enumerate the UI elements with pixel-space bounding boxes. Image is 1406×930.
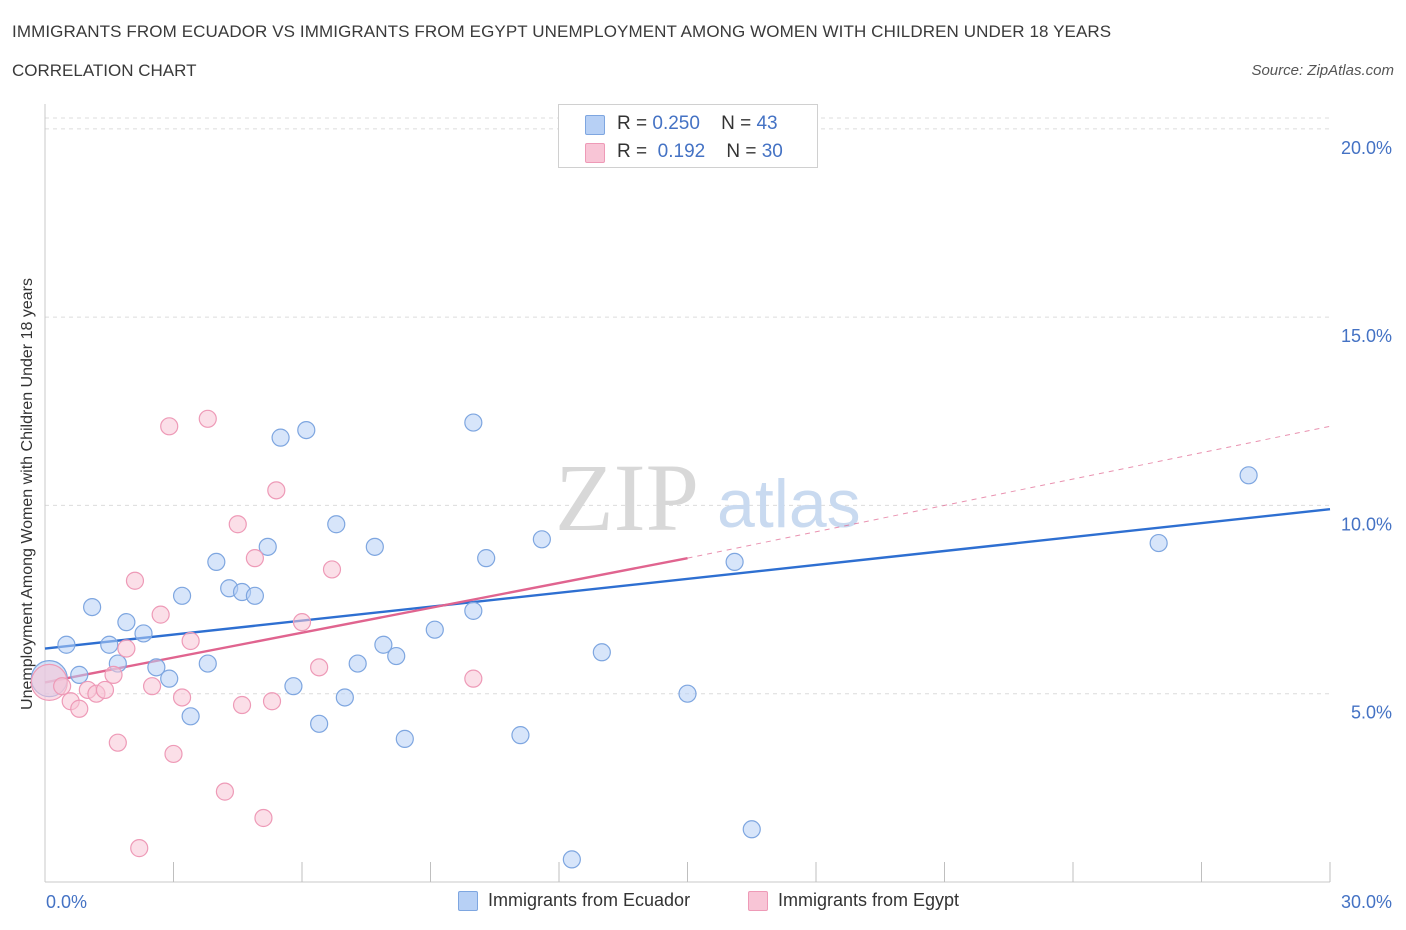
source-credit: Source: ZipAtlas.com (1251, 62, 1394, 79)
point-ecuador (562, 850, 581, 869)
point-ecuador (348, 654, 367, 673)
point-egypt (310, 658, 329, 677)
point-ecuador (160, 669, 179, 688)
point-ecuador (678, 684, 697, 703)
point-egypt (215, 782, 234, 801)
watermark-zip: ZIP (555, 444, 699, 551)
legend-n-label: N = (726, 141, 757, 162)
point-ecuador (207, 552, 226, 572)
legend-n-value-ecuador: 43 (756, 113, 778, 134)
point-ecuador (365, 537, 384, 556)
point-ecuador (395, 729, 414, 748)
point-egypt (130, 839, 149, 858)
axes (44, 104, 1331, 883)
point-egypt (142, 677, 162, 696)
point-egypt (108, 733, 127, 752)
legend-r-value-egypt: 0.192 (657, 141, 706, 162)
point-ecuador (464, 413, 483, 432)
stats-legend: R = 0.250 N = 43 R = 0.192 N = 30 (558, 104, 818, 168)
legend-n-label: N = (721, 113, 752, 134)
point-egypt (232, 695, 252, 715)
legend-swatch-ecuador (585, 115, 605, 135)
point-ecuador (134, 624, 153, 643)
point-egypt (160, 417, 179, 436)
point-ecuador (387, 646, 406, 666)
point-egypt (198, 409, 217, 428)
point-egypt (322, 560, 342, 579)
point-egypt (254, 808, 273, 828)
legend-r-value-ecuador: 0.250 (652, 113, 700, 134)
point-ecuador (284, 677, 303, 696)
point-ecuador (725, 552, 744, 572)
y-tick-label: 20.0% (1341, 138, 1392, 158)
point-egypt (181, 631, 200, 651)
point-egypt (267, 481, 286, 500)
legend-text-ecuador: R = 0.250 N = 43 (617, 113, 778, 135)
point-ecuador (117, 613, 136, 632)
bottom-legend-swatch-ecuador (458, 891, 478, 911)
point-ecuador (147, 658, 166, 677)
chart-title: IMMIGRANTS FROM ECUADOR VS IMMIGRANTS FR… (12, 22, 1112, 41)
point-ecuador (57, 635, 76, 654)
y-tick-label: 5.0% (1351, 703, 1392, 723)
point-egypt (104, 665, 123, 684)
legend-n-value-egypt: 30 (761, 141, 783, 162)
y-tick-label: 15.0% (1341, 326, 1392, 346)
legend-swatch-egypt (585, 143, 605, 163)
point-ecuador (198, 654, 217, 673)
trend-line-ecuador (44, 507, 1331, 650)
point-ecuador (310, 714, 329, 733)
bottom-legend-label-egypt: Immigrants from Egypt (778, 890, 960, 910)
point-ecuador (172, 586, 192, 605)
legend-r-label: R = (617, 141, 648, 162)
point-ecuador (742, 820, 761, 839)
point-ecuador (374, 635, 393, 654)
bottom-legend-swatch-egypt (748, 891, 768, 911)
point-ecuador (1149, 533, 1168, 553)
point-egypt (292, 613, 312, 632)
point-egypt (117, 639, 136, 658)
point-egypt (125, 571, 145, 590)
point-ecuador (83, 597, 102, 617)
gridlines (45, 117, 1330, 695)
chart-subtitle: CORRELATION CHART (12, 61, 197, 80)
point-egypt (262, 692, 282, 711)
point-egypt (70, 699, 89, 718)
point-ecuador (100, 635, 119, 654)
point-ecuador (245, 586, 264, 605)
point-ecuador (327, 515, 346, 534)
point-egypt (464, 669, 483, 688)
point-ecuador (1239, 466, 1258, 485)
point-egypt (151, 605, 170, 624)
point-egypt (245, 549, 264, 568)
point-ecuador (70, 665, 89, 684)
point-egypt (95, 680, 115, 700)
point-ecuador (532, 530, 551, 549)
point-ecuador (425, 620, 444, 639)
bottom-legend-label-ecuador: Immigrants from Ecuador (488, 890, 691, 910)
legend-text-egypt: R = 0.192 N = 30 (617, 141, 783, 163)
point-ecuador (271, 428, 290, 447)
point-ecuador (464, 601, 483, 620)
tick-labels: 5.0% 10.0% 15.0% 20.0% 0.0% 30.0% (46, 138, 1392, 912)
x-tick-label: 30.0% (1341, 892, 1392, 912)
point-ecuador (592, 643, 611, 662)
point-ecuador (297, 420, 316, 440)
point-ecuador (181, 707, 200, 726)
point-ecuador (477, 549, 496, 568)
point-egypt (53, 677, 72, 696)
point-ecuador (335, 688, 354, 707)
point-egypt (172, 688, 192, 707)
point-egypt (228, 515, 247, 534)
point-egypt (164, 744, 183, 764)
x-tick-label: 0.0% (46, 892, 87, 912)
y-tick-label: 10.0% (1341, 514, 1392, 534)
watermark-atlas: atlas (717, 466, 861, 542)
legend-r-label: R = (617, 113, 648, 134)
point-ecuador (511, 726, 530, 745)
point-ecuador (258, 537, 277, 556)
